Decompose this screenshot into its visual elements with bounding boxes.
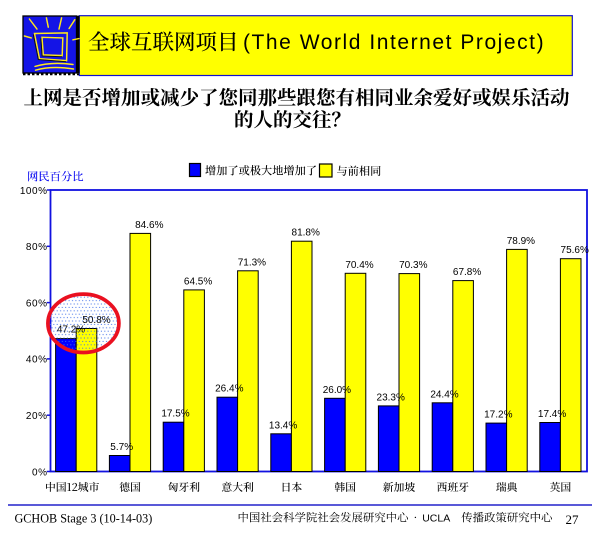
svg-text:100%: 100% — [20, 186, 48, 197]
svg-text:71.3%: 71.3% — [238, 257, 266, 268]
svg-text:20%: 20% — [26, 411, 48, 422]
svg-text:26.4%: 26.4% — [215, 384, 243, 395]
svg-text:5.7%: 5.7% — [110, 442, 133, 453]
svg-text:UCLA: UCLA — [422, 513, 450, 525]
svg-text:24.4%: 24.4% — [430, 389, 458, 400]
svg-text:81.8%: 81.8% — [292, 228, 320, 239]
svg-text:64.5%: 64.5% — [184, 276, 212, 287]
svg-text:70.4%: 70.4% — [345, 260, 373, 271]
svg-text:80%: 80% — [26, 242, 48, 253]
svg-text:78.9%: 78.9% — [507, 236, 535, 247]
svg-text:0%: 0% — [32, 467, 48, 478]
svg-text:(The World Internet Project): (The World Internet Project) — [243, 31, 545, 54]
svg-text:75.6%: 75.6% — [561, 245, 589, 256]
svg-text:26.0%: 26.0% — [323, 385, 351, 396]
svg-text:67.8%: 67.8% — [453, 267, 481, 278]
svg-text:27: 27 — [566, 512, 580, 527]
svg-text:60%: 60% — [26, 298, 48, 309]
svg-text:84.6%: 84.6% — [135, 220, 163, 231]
svg-text:17.4%: 17.4% — [538, 409, 566, 420]
svg-text:13.4%: 13.4% — [269, 420, 297, 431]
svg-text:17.2%: 17.2% — [484, 410, 512, 421]
svg-text:GCHOB Stage 3 (10-14-03): GCHOB Stage 3 (10-14-03) — [15, 512, 153, 526]
svg-text:23.3%: 23.3% — [377, 392, 405, 403]
svg-text:70.3%: 70.3% — [399, 260, 427, 271]
svg-text:40%: 40% — [26, 355, 48, 366]
svg-text:17.5%: 17.5% — [161, 409, 189, 420]
